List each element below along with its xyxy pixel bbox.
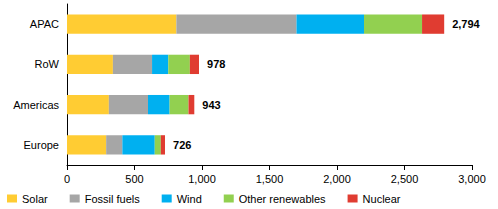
svg-text:RoW: RoW	[35, 58, 60, 70]
svg-text:1,500: 1,500	[256, 173, 284, 185]
svg-text:943: 943	[202, 99, 220, 111]
svg-text:726: 726	[173, 139, 191, 151]
svg-text:Europe: Europe	[24, 139, 59, 151]
svg-text:Fossil fuels: Fossil fuels	[85, 193, 141, 205]
svg-text:Solar: Solar	[22, 193, 48, 205]
svg-text:978: 978	[207, 58, 225, 70]
svg-text:2,500: 2,500	[391, 173, 419, 185]
svg-text:2,794: 2,794	[452, 18, 480, 30]
svg-text:3,000: 3,000	[458, 173, 486, 185]
svg-text:500: 500	[125, 173, 143, 185]
svg-text:Nuclear: Nuclear	[363, 193, 401, 205]
svg-text:2,000: 2,000	[323, 173, 351, 185]
svg-text:APAC: APAC	[30, 18, 59, 30]
svg-text:Other renewables: Other renewables	[239, 193, 326, 205]
svg-text:Wind: Wind	[177, 193, 202, 205]
svg-text:1,000: 1,000	[188, 173, 216, 185]
svg-text:Americas: Americas	[13, 99, 59, 111]
svg-text:0: 0	[64, 173, 70, 185]
